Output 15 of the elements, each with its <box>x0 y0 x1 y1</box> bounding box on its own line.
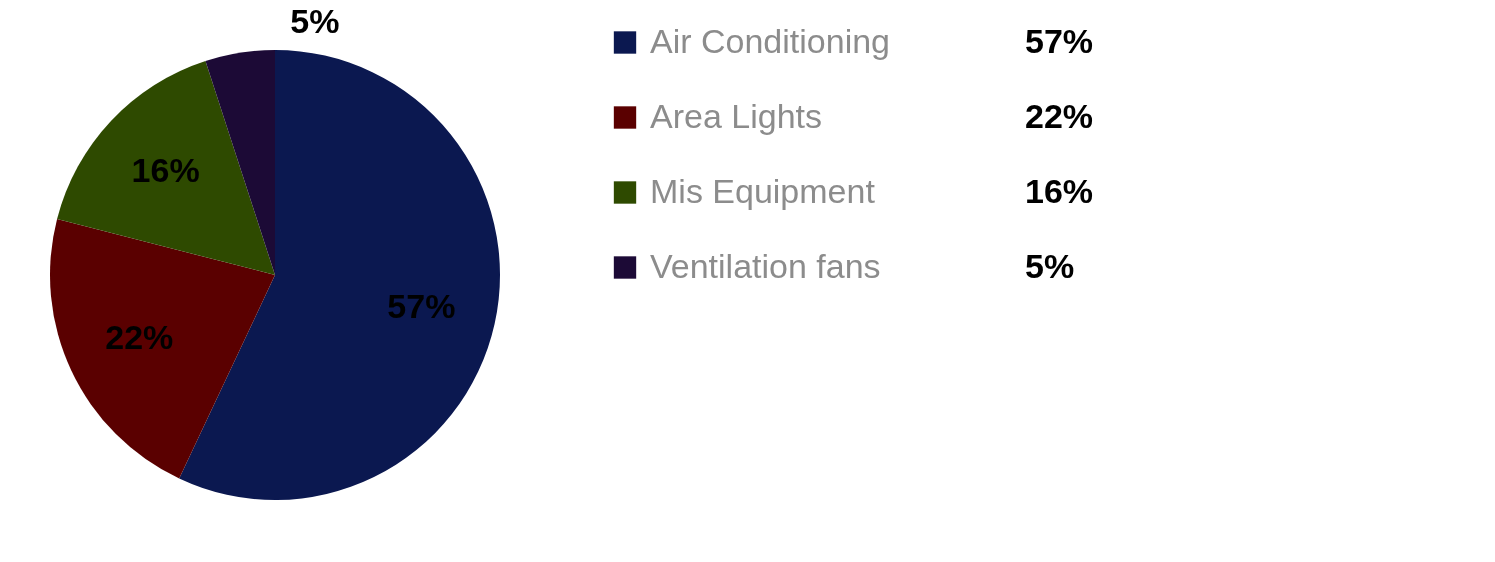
data-label: 22% <box>105 317 174 356</box>
pie-slice <box>57 61 275 275</box>
data-label: 5% <box>290 2 340 41</box>
text: 5% <box>1025 246 1075 285</box>
text: 57% <box>1025 21 1094 60</box>
pie-slice <box>50 219 275 479</box>
legend-label: Air Conditioning <box>650 21 891 60</box>
data-label: 57% <box>387 286 456 325</box>
legend-label: Ventilation fans <box>650 246 881 285</box>
text: 16% <box>1025 171 1094 210</box>
data-label: 16% <box>131 151 200 190</box>
pie-slice <box>205 50 275 275</box>
text: 22% <box>1025 96 1094 135</box>
legend-label: Area Lights <box>650 96 822 135</box>
legend-label: Mis Equipment <box>650 171 876 210</box>
